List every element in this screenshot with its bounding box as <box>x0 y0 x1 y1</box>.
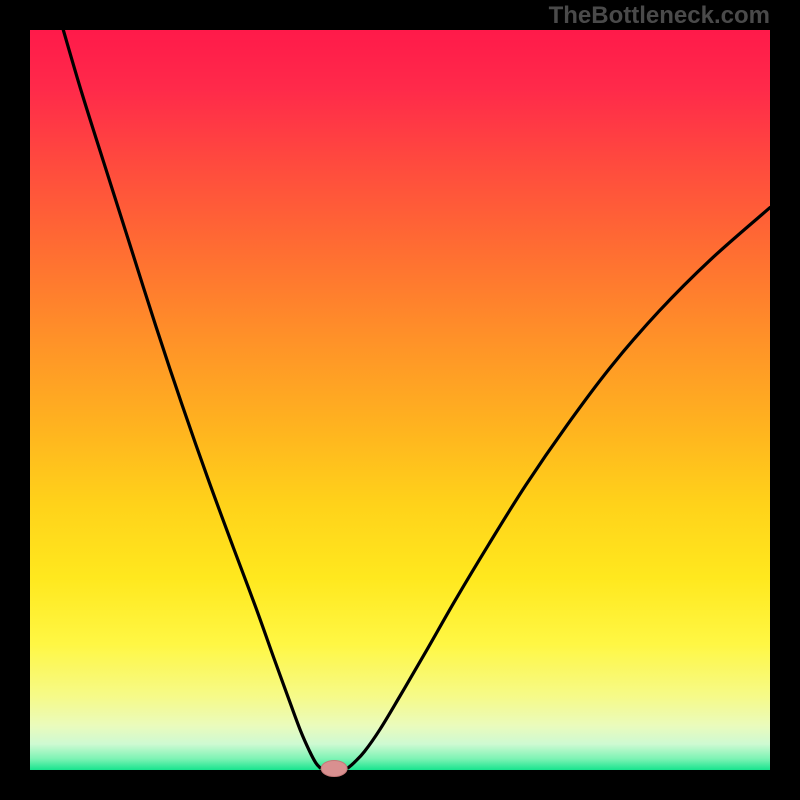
watermark-label: TheBottleneck.com <box>549 2 770 30</box>
bottleneck-chart: TheBottleneck.com <box>0 0 800 800</box>
chart-canvas <box>0 0 800 800</box>
bottleneck-marker <box>321 761 347 777</box>
plot-area <box>30 30 770 770</box>
